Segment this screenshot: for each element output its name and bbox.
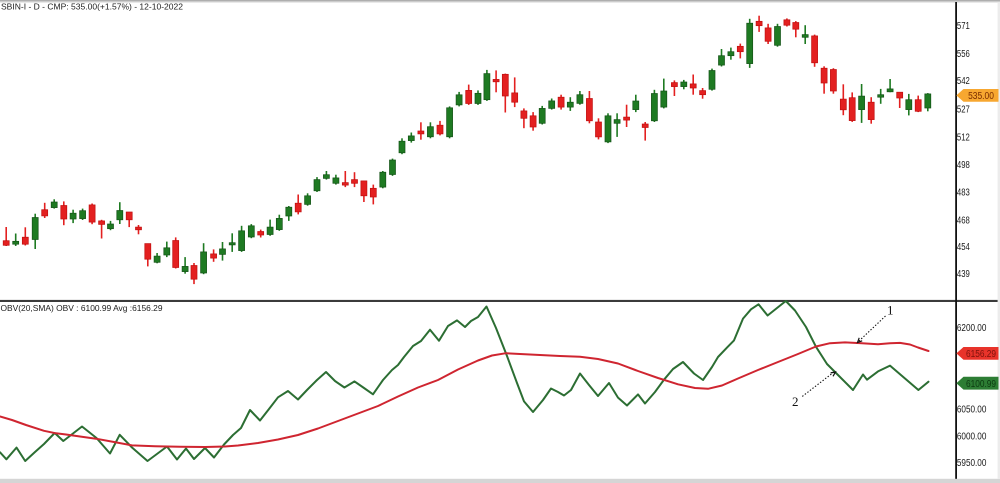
svg-text:439: 439	[957, 269, 970, 280]
svg-text:454: 454	[957, 242, 970, 253]
svg-text:512: 512	[957, 132, 970, 143]
svg-text:6200.00: 6200.00	[957, 323, 987, 334]
svg-text:2: 2	[792, 394, 799, 409]
svg-text:1: 1	[887, 303, 894, 318]
svg-text:527: 527	[957, 105, 970, 116]
svg-text:556: 556	[957, 49, 970, 60]
svg-text:6100.99: 6100.99	[966, 379, 996, 390]
svg-text:6156.29: 6156.29	[966, 349, 996, 360]
svg-text:6000.00: 6000.00	[957, 432, 987, 443]
svg-text:468: 468	[957, 215, 970, 226]
svg-text:6050.00: 6050.00	[957, 404, 987, 415]
svg-text:571: 571	[957, 21, 970, 32]
svg-text:OBV(20,SMA) OBV : 6100.99 Avg: OBV(20,SMA) OBV : 6100.99 Avg :6156.29	[1, 304, 163, 313]
svg-text:535.00: 535.00	[968, 91, 994, 102]
svg-text:498: 498	[957, 160, 970, 171]
svg-text:5950.00: 5950.00	[957, 458, 987, 469]
svg-text:542: 542	[957, 76, 970, 87]
svg-text:SBIN-I - D - CMP: 535.00(+1.57: SBIN-I - D - CMP: 535.00(+1.57%) - 12-10…	[1, 2, 183, 11]
svg-text:483: 483	[957, 188, 970, 199]
